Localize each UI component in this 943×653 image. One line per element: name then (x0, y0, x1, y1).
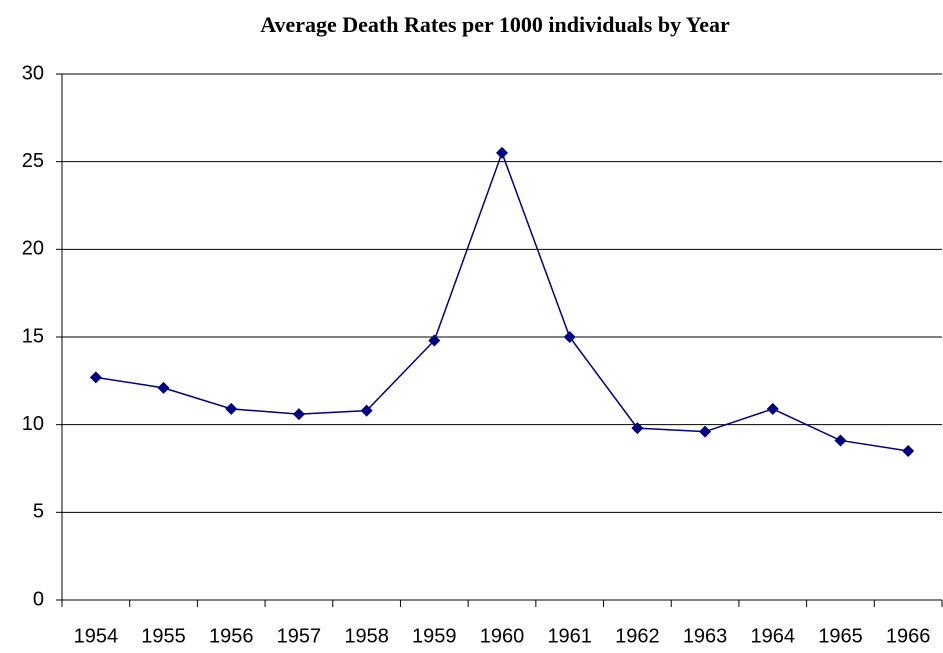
series-line (95, 150, 909, 452)
y-tick-label: 25 (22, 150, 44, 172)
data-point (496, 146, 508, 159)
data-point (225, 402, 238, 415)
x-tick-label: 1954 (74, 625, 119, 647)
x-tick-label: 1958 (344, 625, 389, 647)
y-tick-label: 5 (33, 501, 44, 523)
y-tick-label: 20 (22, 238, 44, 260)
data-point (834, 434, 847, 447)
x-tick-label: 1957 (277, 625, 322, 647)
x-tick-label: 1955 (141, 625, 186, 647)
x-tick-label: 1966 (886, 625, 931, 647)
data-point (631, 422, 644, 435)
chart-title: Average Death Rates per 1000 individuals… (260, 12, 730, 37)
data-point (699, 425, 712, 438)
data-point (428, 334, 441, 347)
x-tick-label: 1959 (412, 625, 457, 647)
y-tick-label: 30 (22, 62, 44, 84)
x-tick-label: 1962 (615, 625, 660, 647)
x-tick-label: 1964 (751, 625, 796, 647)
x-tick-label: 1965 (818, 625, 863, 647)
y-tick-label: 0 (33, 588, 44, 610)
data-point (360, 404, 373, 417)
y-tick-label: 10 (22, 413, 44, 435)
x-tick-label: 1960 (480, 625, 525, 647)
data-point (89, 371, 102, 384)
x-tick-label: 1963 (683, 625, 728, 647)
data-point (157, 381, 170, 394)
x-tick-label: 1956 (209, 625, 254, 647)
data-point (292, 408, 305, 421)
x-tick-label: 1961 (547, 625, 592, 647)
data-point (563, 331, 576, 343)
data-point (766, 402, 779, 415)
data-point (902, 444, 915, 457)
y-tick-label: 15 (22, 325, 44, 347)
